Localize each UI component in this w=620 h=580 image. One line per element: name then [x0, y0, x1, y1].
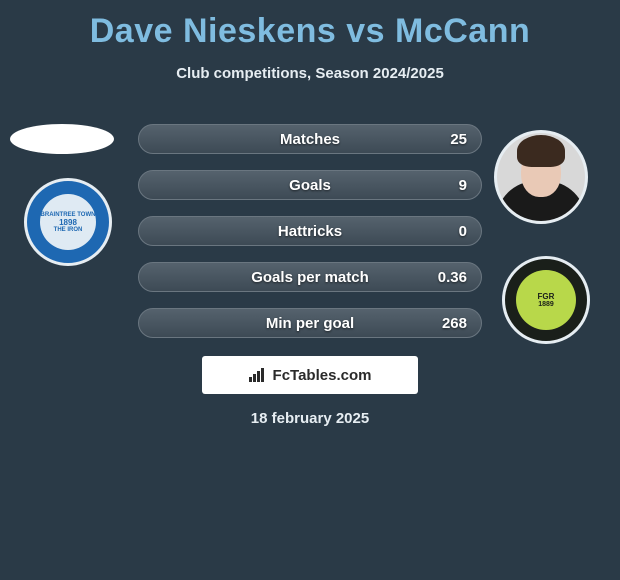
- bar-chart-icon: [249, 368, 267, 382]
- stat-value-right: 25: [450, 131, 467, 148]
- badge-left-year: 1898: [59, 218, 77, 227]
- stat-label: Goals per match: [251, 269, 369, 286]
- badge-right-year: 1889: [538, 301, 554, 308]
- player-right-club-badge: FGR 1889: [502, 256, 590, 344]
- subtitle: Club competitions, Season 2024/2025: [0, 65, 620, 82]
- stat-bar: Goals per match 0.36: [138, 262, 482, 292]
- generated-date: 18 february 2025: [251, 410, 369, 427]
- stat-label: Hattricks: [278, 223, 342, 240]
- stat-bar: Min per goal 268: [138, 308, 482, 338]
- player-right-avatar: [494, 130, 588, 224]
- stat-value-right: 9: [459, 177, 467, 194]
- badge-left-bottom: THE IRON: [54, 227, 83, 233]
- badge-right-center: FGR: [538, 292, 555, 301]
- stat-bar: Matches 25: [138, 124, 482, 154]
- stat-bar: Goals 9: [138, 170, 482, 200]
- stat-label: Matches: [280, 131, 340, 148]
- player-left-club-badge: BRAINTREE TOWN 1898 THE IRON: [24, 178, 112, 266]
- stat-bar: Hattricks 0: [138, 216, 482, 246]
- stat-value-right: 268: [442, 315, 467, 332]
- stat-value-right: 0.36: [438, 269, 467, 286]
- fctables-logo: FcTables.com: [202, 356, 418, 394]
- stat-label: Min per goal: [266, 315, 354, 332]
- logo-text: FcTables.com: [273, 367, 372, 384]
- stat-value-right: 0: [459, 223, 467, 240]
- page-title: Dave Nieskens vs McCann: [0, 0, 620, 51]
- player-left-avatar: [10, 124, 114, 154]
- stat-label: Goals: [289, 177, 331, 194]
- stat-bars: Matches 25 Goals 9 Hattricks 0 Goals per…: [138, 124, 482, 354]
